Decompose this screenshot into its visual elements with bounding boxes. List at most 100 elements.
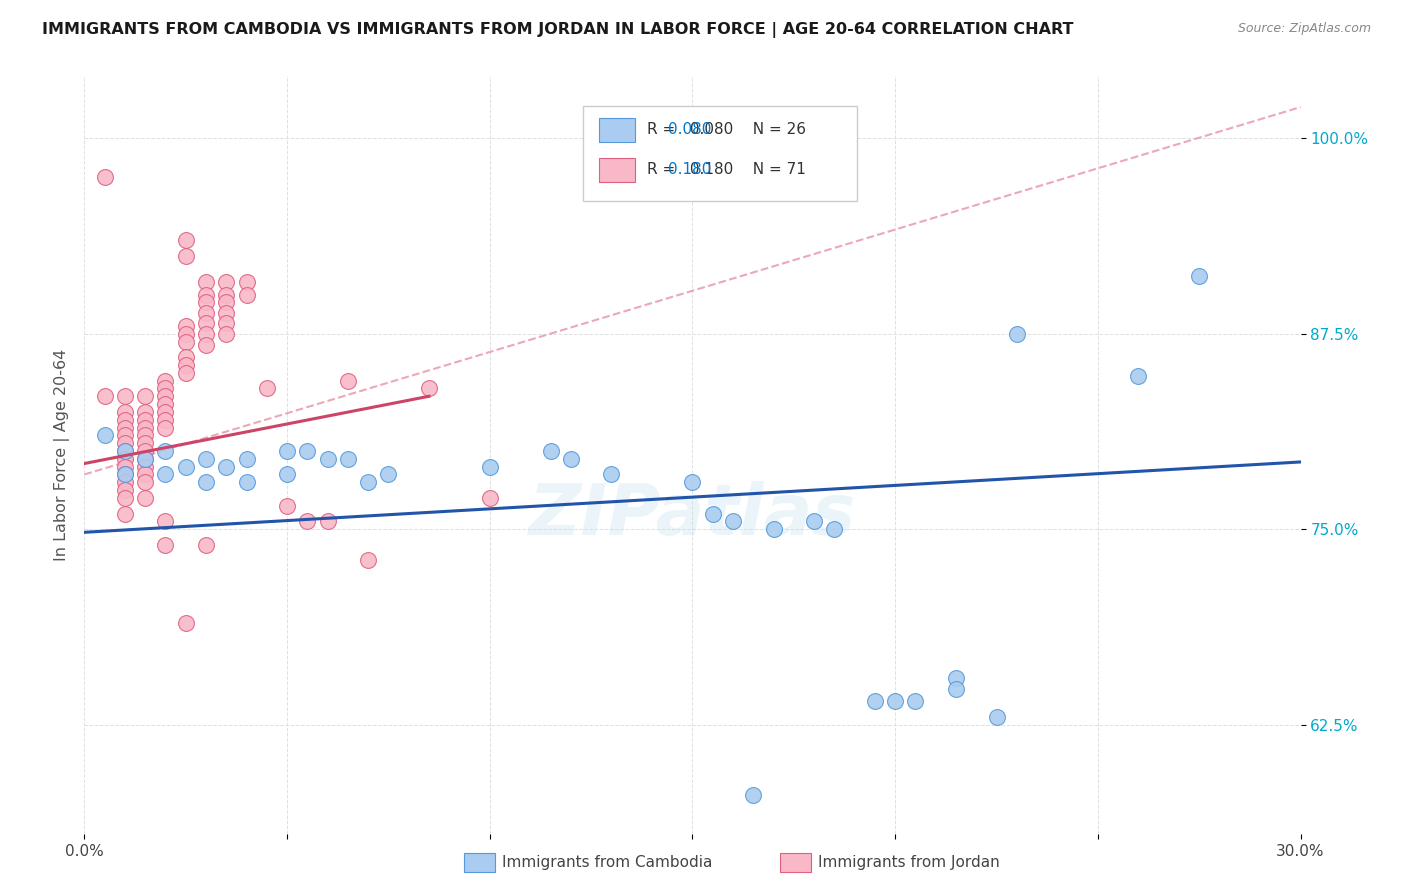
Point <box>316 514 339 528</box>
Point <box>803 514 825 528</box>
Point <box>174 358 197 372</box>
Point <box>134 467 156 482</box>
Point <box>884 694 907 708</box>
Point <box>194 326 218 341</box>
Point <box>93 428 115 442</box>
Text: Immigrants from Cambodia: Immigrants from Cambodia <box>502 855 713 870</box>
Text: Source: ZipAtlas.com: Source: ZipAtlas.com <box>1237 22 1371 36</box>
Text: IMMIGRANTS FROM CAMBODIA VS IMMIGRANTS FROM JORDAN IN LABOR FORCE | AGE 20-64 CO: IMMIGRANTS FROM CAMBODIA VS IMMIGRANTS F… <box>42 22 1074 38</box>
Point <box>215 287 238 301</box>
Point <box>1128 368 1150 383</box>
Point <box>134 451 156 466</box>
Point <box>155 374 177 388</box>
Point <box>114 507 136 521</box>
Point <box>194 306 218 320</box>
Point <box>155 405 177 419</box>
Point <box>114 467 136 482</box>
Point <box>114 444 136 458</box>
Point <box>194 316 218 330</box>
Point <box>174 318 197 333</box>
Point <box>316 451 339 466</box>
FancyBboxPatch shape <box>599 158 636 182</box>
Point <box>114 491 136 505</box>
Text: Immigrants from Jordan: Immigrants from Jordan <box>818 855 1000 870</box>
Point <box>235 475 257 490</box>
Point <box>540 444 562 458</box>
Point <box>276 444 298 458</box>
Point <box>134 451 156 466</box>
Point <box>945 671 967 685</box>
Text: 0.080: 0.080 <box>668 122 711 137</box>
Point <box>357 553 380 567</box>
Point <box>114 467 136 482</box>
Point <box>174 615 197 630</box>
Point <box>194 287 218 301</box>
Point <box>134 444 156 458</box>
Point <box>702 507 724 521</box>
Point <box>155 397 177 411</box>
Point <box>742 788 765 802</box>
Point <box>155 467 177 482</box>
Point <box>194 275 218 289</box>
Point <box>174 334 197 349</box>
Point <box>174 459 197 474</box>
Point <box>114 413 136 427</box>
Point <box>134 413 156 427</box>
Point <box>114 475 136 490</box>
Point <box>478 459 501 474</box>
Point <box>682 475 704 490</box>
Point <box>945 681 967 696</box>
Point <box>863 694 886 708</box>
Point <box>235 275 257 289</box>
Point <box>114 483 136 497</box>
Point <box>155 420 177 434</box>
FancyBboxPatch shape <box>583 106 856 201</box>
Point <box>256 382 278 396</box>
Point <box>114 389 136 403</box>
Point <box>134 405 156 419</box>
Point <box>1188 268 1211 283</box>
Point <box>904 694 927 708</box>
Point <box>721 514 744 528</box>
Point <box>174 350 197 364</box>
Point <box>1005 326 1028 341</box>
Point <box>93 389 115 403</box>
Point <box>194 475 218 490</box>
Point <box>823 522 845 536</box>
Point <box>134 436 156 450</box>
Point <box>336 374 359 388</box>
Text: ZIPatlas: ZIPatlas <box>529 481 856 550</box>
Point <box>155 444 177 458</box>
Point <box>600 467 623 482</box>
Point <box>174 326 197 341</box>
Point <box>93 170 115 185</box>
Point <box>114 459 136 474</box>
Point <box>235 287 257 301</box>
Point <box>297 514 319 528</box>
Point <box>134 459 156 474</box>
Point <box>155 413 177 427</box>
Point <box>194 295 218 310</box>
Point <box>174 366 197 380</box>
Point <box>194 538 218 552</box>
Point <box>155 514 177 528</box>
Point <box>357 475 380 490</box>
Point <box>235 451 257 466</box>
Text: 0.180: 0.180 <box>668 162 711 178</box>
Point <box>174 233 197 247</box>
Point <box>276 467 298 482</box>
Point <box>215 306 238 320</box>
Point <box>134 420 156 434</box>
Point <box>155 389 177 403</box>
Text: R =   0.180    N = 71: R = 0.180 N = 71 <box>647 162 806 178</box>
Point <box>215 316 238 330</box>
Point <box>114 428 136 442</box>
Point <box>297 444 319 458</box>
FancyBboxPatch shape <box>464 853 495 872</box>
Point <box>155 382 177 396</box>
Point <box>276 499 298 513</box>
Point <box>114 420 136 434</box>
Point <box>377 467 399 482</box>
Point <box>134 475 156 490</box>
Point <box>114 405 136 419</box>
